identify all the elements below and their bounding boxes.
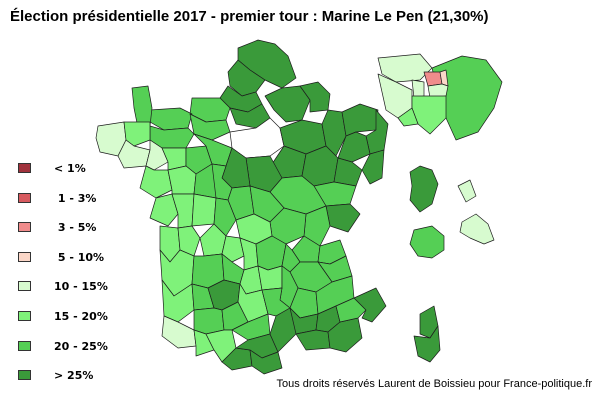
dept-gers bbox=[193, 307, 225, 335]
dept-charente bbox=[177, 225, 201, 257]
dept-maine-et-loire bbox=[167, 165, 197, 195]
legend-label: 15 - 20% bbox=[54, 309, 108, 323]
dept-vendee bbox=[149, 193, 179, 227]
reunion bbox=[459, 213, 495, 245]
dept-moselle bbox=[341, 103, 379, 137]
legend-swatch bbox=[18, 370, 31, 381]
inset-essonne-south bbox=[397, 107, 419, 127]
legend-swatch bbox=[18, 281, 31, 292]
legend-label: 1 - 3% bbox=[54, 191, 97, 205]
legend-swatch bbox=[18, 163, 31, 173]
dept-haute-loire bbox=[257, 265, 283, 291]
legend-item: < 1% bbox=[18, 162, 128, 193]
legend-swatch bbox=[18, 340, 31, 351]
inset-essonne bbox=[411, 95, 447, 135]
overseas-territories bbox=[409, 165, 495, 363]
legend-item: 20 - 25% bbox=[18, 339, 128, 371]
credit-text: Tous droits réservés Laurent de Boissieu… bbox=[276, 378, 593, 390]
map-title: Élection présidentielle 2017 - premier t… bbox=[10, 8, 489, 25]
dept-tarn bbox=[231, 313, 271, 341]
legend-swatch bbox=[18, 251, 31, 262]
metropolitan-france bbox=[95, 39, 389, 375]
legend-swatch bbox=[18, 310, 31, 321]
legend-label: < 1% bbox=[54, 162, 86, 175]
legend-swatch bbox=[18, 222, 31, 233]
corse-sud bbox=[413, 325, 441, 363]
dept-alpes-haute-provence bbox=[335, 297, 367, 323]
legend-item: 1 - 3% bbox=[18, 191, 128, 223]
dept-aisne bbox=[264, 85, 311, 123]
dept-vosges bbox=[333, 157, 363, 187]
legend-item: 5 - 10% bbox=[18, 250, 128, 282]
dept-creuse bbox=[221, 235, 245, 263]
dept-hautes-pyrenees bbox=[193, 329, 215, 357]
dept-bouches-du-rhone bbox=[295, 329, 331, 351]
legend-item: 10 - 15% bbox=[18, 280, 128, 311]
dept-alpes-maritimes bbox=[353, 287, 387, 323]
legend-swatch bbox=[18, 192, 31, 203]
ile-de-france-inset bbox=[377, 53, 503, 141]
inset-val-doise bbox=[377, 53, 433, 83]
legend-label: 3 - 5% bbox=[54, 221, 97, 235]
legend-item: 15 - 20% bbox=[18, 309, 128, 341]
dept-calvados bbox=[149, 107, 193, 131]
martinique-small bbox=[457, 179, 477, 203]
legend-label: > 25% bbox=[54, 369, 94, 383]
dept-indre bbox=[213, 197, 237, 237]
legend-label: 5 - 10% bbox=[54, 250, 105, 264]
legend-label: 20 - 25% bbox=[54, 339, 108, 353]
dept-doubs bbox=[325, 203, 361, 233]
legend-label: 10 - 15% bbox=[54, 280, 108, 294]
guadeloupe bbox=[409, 165, 439, 213]
guyane bbox=[409, 225, 445, 259]
legend-item: 3 - 5% bbox=[18, 221, 128, 252]
inset-hauts-de-seine bbox=[411, 79, 425, 99]
dept-vienne bbox=[191, 193, 217, 227]
legend: < 1% 1 - 3% 3 - 5% 5 - 10% 10 - 15% 15 -… bbox=[18, 162, 128, 400]
dept-loire-atl bbox=[139, 165, 173, 199]
dept-cotes-armor bbox=[123, 121, 151, 147]
dept-haut-rhin bbox=[361, 149, 385, 185]
inset-paris bbox=[423, 71, 443, 87]
legend-item: > 25% bbox=[18, 369, 128, 400]
